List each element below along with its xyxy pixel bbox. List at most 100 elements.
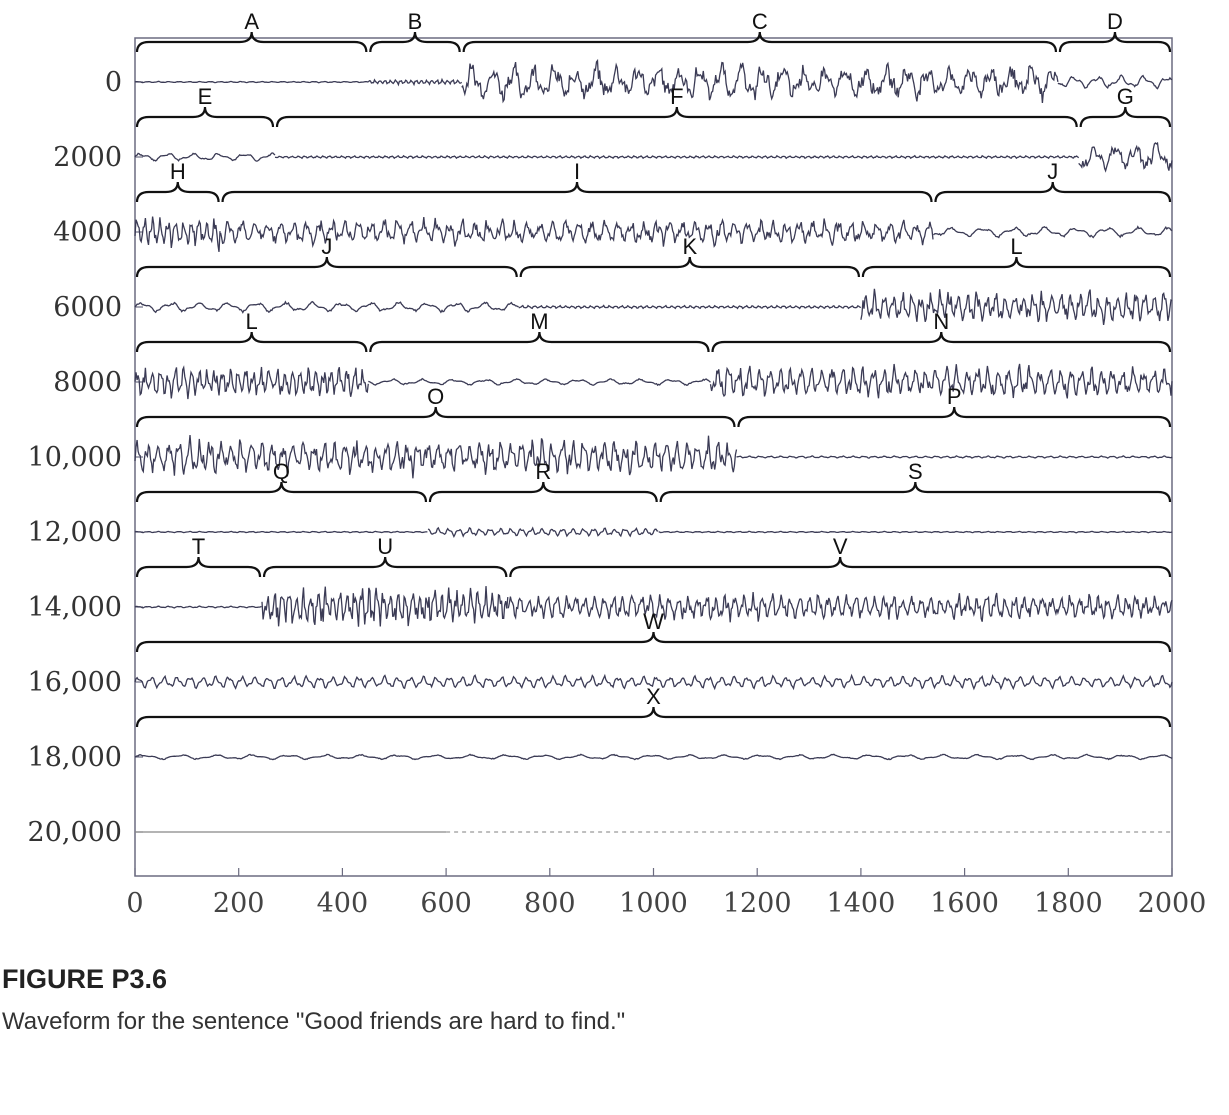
y-tick-label: 10,000 <box>28 442 122 473</box>
waveform-segment-A <box>134 80 369 84</box>
brace-label: O <box>427 384 444 409</box>
x-tick-label: 1800 <box>1034 888 1103 919</box>
y-tick-label: 20,000 <box>28 817 122 848</box>
brace-label: B <box>408 9 423 34</box>
brace-Q <box>135 481 428 503</box>
brace-C <box>462 31 1058 53</box>
brace-A <box>135 31 368 53</box>
x-tick-label: 0 <box>126 888 143 919</box>
waveform-segment-E <box>134 152 276 162</box>
brace-label: F <box>670 84 683 109</box>
x-tick-label: 1400 <box>827 888 896 919</box>
waveform-segment-J <box>134 300 519 314</box>
brace-label: E <box>198 84 213 109</box>
brace-label: P <box>947 384 962 409</box>
brace-I <box>221 181 933 203</box>
waveform-segment-O <box>134 434 738 479</box>
brace-label: C <box>752 9 768 34</box>
waveform-segment-Q <box>134 530 428 534</box>
waveform-segment-F <box>274 154 1080 160</box>
waveform-segment-U <box>261 586 509 627</box>
brace-D <box>1058 31 1172 53</box>
brace-label: X <box>646 684 661 709</box>
brace-label: D <box>1107 9 1123 34</box>
brace-F <box>275 106 1078 128</box>
brace-X <box>135 706 1172 728</box>
brace-label: L <box>1010 234 1022 259</box>
brace-O <box>135 406 736 428</box>
x-tick-label: 400 <box>317 888 369 919</box>
x-tick-label: 1600 <box>930 888 999 919</box>
brace-T <box>135 556 262 578</box>
brace-label: A <box>244 9 259 34</box>
waveform-segment-W <box>134 673 1173 691</box>
brace-label: J <box>1047 159 1058 184</box>
brace-J <box>135 256 518 278</box>
brace-label: I <box>574 159 580 184</box>
waveform-segment-G <box>1078 141 1173 173</box>
waveform-segment-T <box>134 605 262 609</box>
y-tick-label: 2000 <box>53 142 122 173</box>
waveform-segment-L <box>134 365 369 400</box>
brace-E <box>135 106 275 128</box>
waveform-segment-M <box>368 377 711 387</box>
waveform-segment-H <box>134 216 221 252</box>
brace-P <box>737 406 1172 428</box>
brace-label: V <box>833 534 848 559</box>
brace-label: S <box>908 459 923 484</box>
y-tick-label: 12,000 <box>28 517 122 548</box>
waveform-segment-J <box>933 225 1173 239</box>
brace-W <box>135 631 1172 653</box>
brace-label: G <box>1117 84 1134 109</box>
brace-S <box>659 481 1172 503</box>
figure-label: FIGURE P3.6 <box>2 964 168 994</box>
y-tick-label: 8000 <box>53 367 122 398</box>
brace-label: J <box>321 234 332 259</box>
x-tick-label: 600 <box>420 888 472 919</box>
brace-L <box>861 256 1172 278</box>
brace-label: N <box>933 309 949 334</box>
x-tick-label: 800 <box>524 888 576 919</box>
waveform-segment-B <box>367 77 463 87</box>
x-tick-label: 2000 <box>1138 888 1207 919</box>
brace-label: R <box>535 459 551 484</box>
y-tick-label: 6000 <box>53 292 122 323</box>
brace-label: L <box>246 309 258 334</box>
x-tick-label: 200 <box>213 888 265 919</box>
brace-R <box>428 481 658 503</box>
brace-B <box>369 31 461 53</box>
brace-label: W <box>643 609 664 634</box>
x-tick-label: 1000 <box>619 888 688 919</box>
waveform-segment-S <box>658 530 1173 534</box>
y-tick-label: 0 <box>105 67 122 98</box>
figure-caption: Waveform for the sentence "Good friends … <box>2 1008 626 1035</box>
waveform-segment-V <box>507 591 1173 623</box>
brace-H <box>135 181 220 203</box>
brace-label: Q <box>273 459 290 484</box>
brace-U <box>262 556 508 578</box>
brace-K <box>519 256 860 278</box>
waveform-segment-N <box>709 363 1173 399</box>
y-tick-label: 18,000 <box>28 742 122 773</box>
waveform-segment-K <box>518 304 862 310</box>
waveform-segment-D <box>1057 74 1173 90</box>
y-tick-label: 4000 <box>53 217 122 248</box>
y-tick-label: 16,000 <box>28 667 122 698</box>
brace-label: U <box>377 534 393 559</box>
x-tick-label: 1200 <box>723 888 792 919</box>
brace-label: K <box>682 234 697 259</box>
waveform-chart: 0200040006000800010,00012,00014,00016,00… <box>28 9 1207 919</box>
brace-M <box>369 331 710 353</box>
brace-J <box>934 181 1172 203</box>
waveform-segment-C <box>461 58 1059 104</box>
brace-L <box>135 331 368 353</box>
brace-V <box>509 556 1172 578</box>
waveform-segment-P <box>736 455 1173 459</box>
brace-label: T <box>192 534 205 559</box>
brace-label: M <box>530 309 548 334</box>
waveform-segment-X <box>134 753 1173 761</box>
brace-N <box>711 331 1172 353</box>
waveform-segment-L <box>860 288 1173 326</box>
brace-G <box>1079 106 1172 128</box>
